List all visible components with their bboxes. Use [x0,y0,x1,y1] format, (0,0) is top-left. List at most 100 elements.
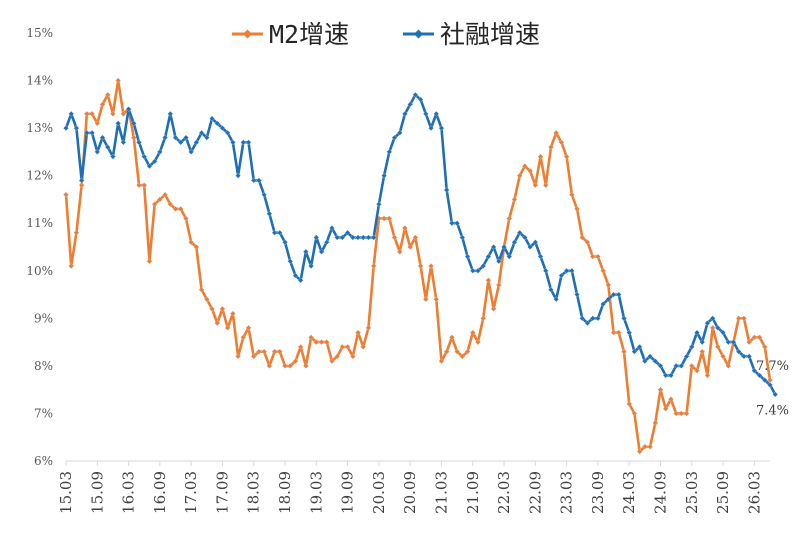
series-point-1 [292,272,299,279]
series-point-0 [412,234,419,241]
series-point-0 [344,343,351,350]
series-point-1 [735,348,742,355]
y-tick-label: 8% [34,359,53,373]
y-tick-label: 10% [26,264,53,278]
series-point-0 [151,201,158,208]
series-point-1 [250,177,257,184]
y-tick-label: 15% [26,26,53,40]
series-point-0 [407,244,414,250]
series-point-1 [402,110,408,117]
series-point-0 [626,401,633,407]
series-point-1 [511,239,518,246]
series-point-1 [480,263,487,269]
series-point-1 [73,125,80,131]
series-point-1 [219,125,226,131]
series-point-0 [741,315,747,322]
x-tick-label: 23.03 [558,471,576,514]
series-point-0 [464,348,471,355]
series-point-0 [172,206,179,212]
series-point-0 [459,353,466,360]
series-point-1 [271,229,278,236]
x-tick-label: 15.03 [57,471,75,514]
series-point-0 [454,348,460,355]
series-point-0 [647,443,653,450]
series-point-1 [673,363,680,369]
series-point-0 [136,182,142,189]
series-point-1 [99,134,106,141]
series-point-1 [709,315,716,322]
series-point-0 [631,410,638,417]
end-label-1: 7.4% [756,403,789,418]
y-tick-label: 14% [26,74,53,88]
x-tick-label: 25.09 [714,471,732,514]
series-point-0 [548,144,554,151]
series-point-0 [94,120,101,127]
series-point-1 [115,120,122,127]
series-point-1 [63,125,69,131]
series-point-0 [725,363,732,369]
series-point-0 [120,110,127,117]
series-point-1 [282,239,288,246]
series-point-1 [287,258,294,265]
series-point-1 [668,372,674,379]
series-point-1 [83,129,90,136]
x-tick-label: 22.03 [495,471,513,514]
series-point-1 [172,134,179,141]
series-point-0 [339,343,346,350]
series-point-1 [365,234,372,241]
series-point-1 [396,129,403,136]
end-label-0: 7.7% [756,359,789,374]
series-point-1 [631,348,638,355]
series-point-1 [678,363,685,369]
series-point-0 [699,348,706,355]
y-tick-label: 7% [34,406,53,420]
end-labels: 7.7% 7.4% [756,359,789,418]
series-point-1 [741,353,747,360]
series-point-0 [68,263,75,269]
series-point-1 [443,187,450,193]
series-point-0 [735,315,742,322]
series-point-0 [532,182,539,189]
series-point-0 [714,343,721,350]
series-point-0 [130,134,137,141]
series-point-0 [449,334,455,341]
series-point-1 [600,301,607,307]
series-point-1 [370,234,377,241]
series-point-1 [313,234,320,241]
series-point-1 [266,210,273,217]
series-point-1 [610,291,617,298]
series-point-0 [271,348,278,355]
series-point-1 [198,129,205,136]
series-point-1 [657,363,664,369]
series-point-0 [177,206,184,212]
series-point-1 [177,139,184,146]
series-point-1 [730,339,737,345]
x-tick-label: 26.03 [745,471,763,514]
series-point-0 [396,248,403,255]
series-point-1 [78,177,85,184]
series-point-1 [485,253,492,260]
series-point-0 [673,410,680,417]
series-point-0 [480,315,487,322]
series-point-1 [469,267,476,274]
series-point-1 [110,153,116,160]
series-point-1 [428,125,434,131]
series-point-0 [261,348,268,355]
series-point-0 [553,129,560,136]
series-point-0 [245,324,252,331]
series-point-1 [553,296,560,303]
series-point-1 [683,353,690,360]
x-tick-label: 15.09 [88,471,106,514]
series-point-1 [746,353,753,360]
series-point-1 [422,110,429,117]
series-point-0 [141,182,148,189]
series-point-1 [193,139,200,146]
series-point-1 [94,149,101,155]
series-point-1 [449,220,455,227]
series-point-1 [386,149,393,155]
series-point-0 [610,329,617,336]
series-point-1 [490,244,497,250]
series-point-1 [261,191,268,198]
series-point-1 [323,239,330,246]
